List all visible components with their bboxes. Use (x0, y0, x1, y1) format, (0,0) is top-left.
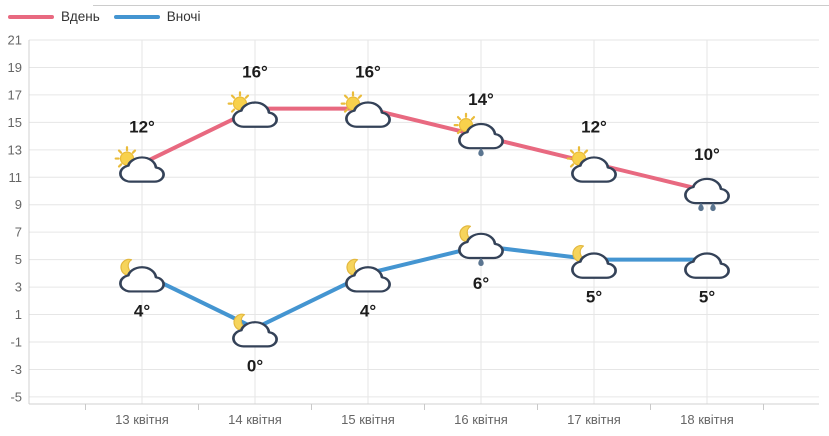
sun-ray (117, 163, 123, 168)
cloud-shape (345, 101, 391, 128)
x-axis-label: 14 квітня (228, 412, 282, 427)
cloud-icon[interactable] (684, 252, 730, 279)
cloud-shape (684, 177, 730, 205)
sun-ray (244, 94, 250, 99)
cloud-rain2-icon[interactable] (684, 177, 730, 212)
night-temp-label: 4° (360, 301, 376, 320)
moon-cloud-icon[interactable] (345, 258, 391, 293)
y-axis-label: -1 (10, 334, 22, 349)
y-axis-label: -3 (10, 362, 22, 377)
sun-ray (343, 94, 349, 99)
sun-ray (583, 149, 589, 154)
sun-cloud-icon[interactable] (340, 91, 391, 128)
night-temp-label: 0° (247, 356, 263, 375)
x-axis-label: 15 квітня (341, 412, 395, 427)
y-axis-label: 15 (8, 115, 22, 130)
y-axis-label: -5 (10, 389, 22, 404)
day-temp-label: 12° (581, 118, 607, 137)
cloud-shape (458, 232, 504, 260)
cloud-shape (345, 266, 391, 293)
day-line-swatch (8, 14, 54, 19)
sun-ray (456, 129, 462, 135)
moon-cloud-icon[interactable] (232, 313, 278, 348)
raindrop (478, 147, 484, 157)
sun-ray (456, 115, 462, 121)
day-temp-label: 16° (242, 63, 268, 82)
sun-ray (117, 149, 123, 154)
day-temp-label: 14° (468, 90, 494, 109)
sun-ray (470, 115, 476, 121)
sun-ray (230, 108, 236, 113)
y-axis-label: 1 (15, 307, 22, 322)
sun-ray (131, 149, 137, 154)
sun-cloud-rain1-icon[interactable] (453, 112, 504, 157)
x-axis-label: 17 квітня (567, 412, 621, 427)
sun-cloud-icon[interactable] (566, 146, 617, 183)
cloud-shape (119, 156, 165, 183)
cloud-shape (571, 252, 617, 279)
legend-item-day[interactable]: Вдень (8, 9, 100, 24)
x-axis-label: 16 квітня (454, 412, 508, 427)
y-axis-label: 19 (8, 60, 22, 75)
raindrop (478, 257, 484, 267)
y-axis-label: 17 (8, 87, 22, 102)
sun-ray (569, 149, 575, 154)
y-axis-label: 3 (15, 280, 22, 295)
legend-item-night[interactable]: Вночі (113, 9, 201, 24)
raindrop (698, 202, 704, 212)
chart-legend: Вдень Вночі (8, 9, 200, 24)
night-temp-label: 5° (699, 288, 715, 307)
raindrop (710, 202, 716, 212)
day-temp-label: 16° (355, 63, 381, 82)
x-axis-label: 13 квітня (115, 412, 169, 427)
night-temp-label: 5° (586, 288, 602, 307)
sun-cloud-icon[interactable] (114, 146, 165, 183)
moon-cloud-icon[interactable] (571, 245, 617, 279)
legend-day-label: Вдень (61, 9, 100, 24)
moon-cloud-rain1-icon[interactable] (458, 225, 504, 267)
night-temp-label: 6° (473, 274, 489, 293)
y-axis-label: 11 (9, 170, 23, 185)
y-axis-label: 21 (8, 33, 22, 48)
night-temp-label: 4° (134, 301, 150, 320)
sun-ray (230, 94, 236, 99)
day-temp-label: 10° (694, 145, 720, 164)
y-axis-label: 5 (15, 252, 22, 267)
cloud-shape (232, 321, 278, 348)
legend-night-label: Вночі (166, 9, 201, 24)
chart-top-border (93, 5, 829, 6)
cloud-shape (684, 252, 730, 279)
sun-ray (357, 94, 363, 99)
cloud-shape (458, 122, 504, 150)
moon-cloud-icon[interactable] (119, 258, 165, 293)
sun-ray (343, 108, 349, 113)
cloud-shape (232, 101, 278, 128)
day-temp-label: 12° (129, 118, 155, 137)
x-axis-label: 18 квітня (680, 412, 734, 427)
sun-ray (569, 163, 575, 168)
y-axis-label: 9 (15, 197, 22, 212)
y-axis-label: 13 (8, 142, 22, 157)
cloud-shape (571, 156, 617, 183)
sun-cloud-icon[interactable] (227, 91, 278, 128)
cloud-shape (119, 266, 165, 293)
y-axis-label: 7 (15, 225, 22, 240)
night-line-swatch (113, 14, 160, 19)
